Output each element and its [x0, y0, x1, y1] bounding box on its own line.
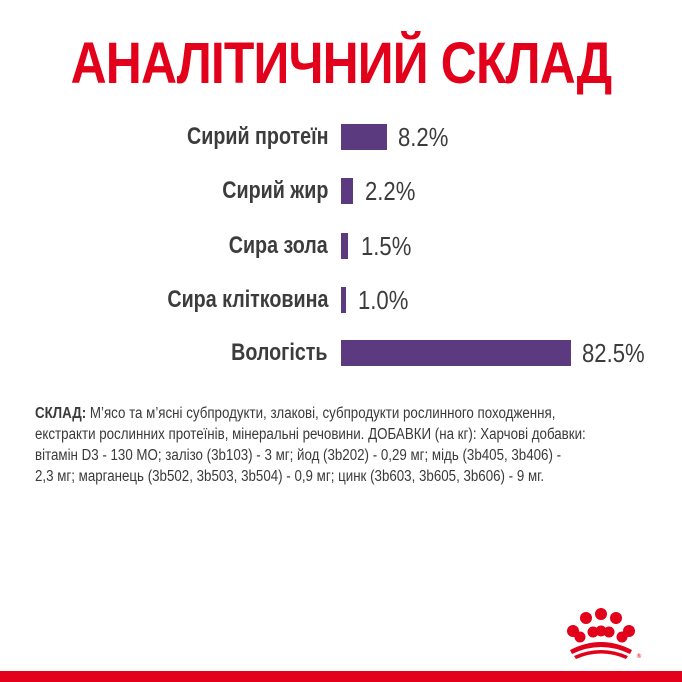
bar	[341, 340, 571, 366]
bar	[341, 287, 346, 313]
chart-row-crude-ash: Сира зола 1.5%	[0, 226, 682, 266]
bottom-brand-strip	[0, 671, 682, 682]
chart-row-crude-fat: Сирий жир 2.2%	[0, 171, 682, 211]
composition-text: СКЛАД: М’ясо та м’ясні субпродукти, злак…	[35, 405, 586, 485]
row-label: Сирий протеїн	[186, 123, 328, 150]
svg-text:®: ®	[636, 653, 642, 660]
row-label: Вологість	[231, 339, 328, 366]
chart-row-moisture: Вологість 82.5%	[0, 333, 682, 373]
crown-icon: ®	[567, 608, 642, 660]
chart-row-crude-protein: Сирий протеїн 8.2%	[0, 117, 682, 157]
row-value: 8.2%	[398, 122, 449, 152]
bar	[341, 124, 387, 150]
row-value: 82.5%	[582, 338, 645, 368]
bar	[341, 233, 348, 259]
composition-lead: СКЛАД:	[35, 405, 87, 422]
row-label: Сира клітковина	[166, 286, 328, 313]
page-title: АНАЛІТИЧНИЙ СКЛАД	[70, 31, 613, 96]
row-value: 1.5%	[361, 231, 412, 261]
row-label: Сирий жир	[221, 177, 328, 204]
row-label: Сира зола	[228, 232, 328, 259]
row-value: 2.2%	[365, 176, 416, 206]
row-value: 1.0%	[358, 285, 409, 315]
chart-row-crude-fibre: Сира клітковина 1.0%	[0, 280, 682, 320]
bar	[341, 178, 353, 204]
